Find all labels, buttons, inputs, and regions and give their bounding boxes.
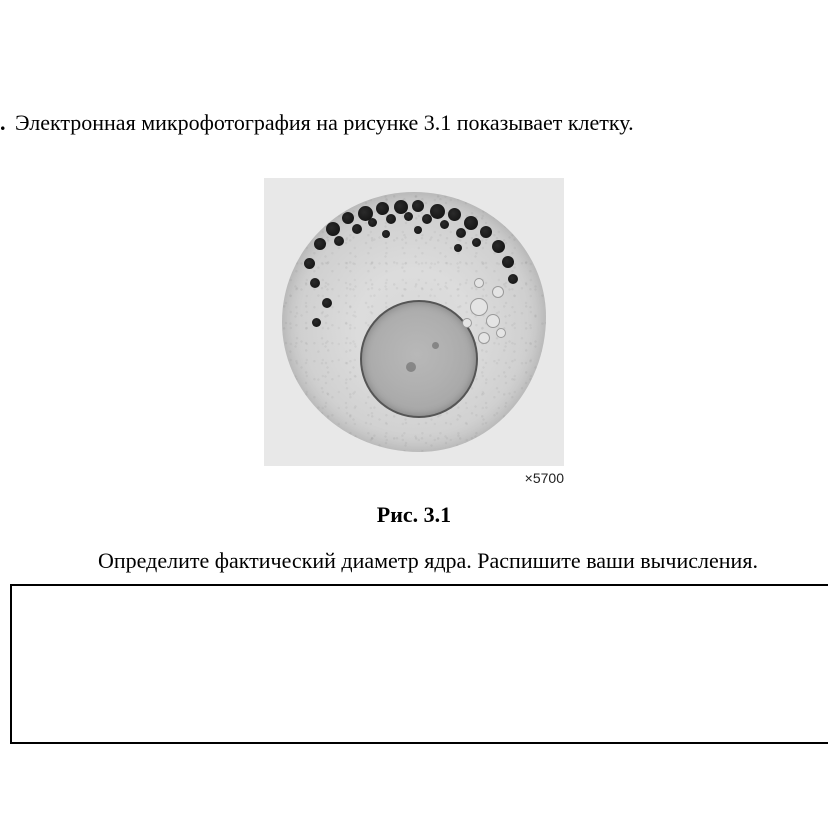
answer-box bbox=[10, 584, 828, 744]
dark-granule bbox=[422, 214, 432, 224]
dark-granule bbox=[352, 224, 362, 234]
light-vesicle bbox=[486, 314, 500, 328]
list-period: . bbox=[0, 110, 6, 135]
dark-granule bbox=[472, 238, 481, 247]
dark-granule bbox=[456, 228, 466, 238]
intro-line: . Электронная микрофотография на рисунке… bbox=[0, 110, 634, 136]
intro-text: Электронная микрофотография на рисунке 3… bbox=[15, 110, 634, 135]
dark-granule bbox=[334, 236, 344, 246]
dark-granule bbox=[382, 230, 390, 238]
light-vesicle bbox=[474, 278, 484, 288]
task-text: Определите фактический диаметр ядра. Рас… bbox=[98, 548, 758, 574]
electron-micrograph bbox=[264, 178, 564, 466]
dark-granule bbox=[376, 202, 389, 215]
dark-granule bbox=[448, 208, 461, 221]
light-vesicle bbox=[462, 318, 472, 328]
light-vesicle bbox=[496, 328, 506, 338]
dark-granule bbox=[404, 212, 413, 221]
light-vesicle bbox=[492, 286, 504, 298]
magnification-label: ×5700 bbox=[525, 470, 564, 486]
dark-granule bbox=[368, 218, 377, 227]
dark-granule bbox=[322, 298, 332, 308]
dark-granule bbox=[326, 222, 340, 236]
dark-granule bbox=[342, 212, 354, 224]
dark-granule bbox=[430, 204, 445, 219]
page: . Электронная микрофотография на рисунке… bbox=[0, 0, 828, 828]
dark-granule bbox=[480, 226, 492, 238]
figure-wrap: ×5700 bbox=[264, 178, 564, 466]
dark-granule bbox=[412, 200, 424, 212]
dark-granule bbox=[502, 256, 514, 268]
dark-granule bbox=[508, 274, 518, 284]
dark-granule bbox=[304, 258, 315, 269]
light-vesicle bbox=[478, 332, 490, 344]
dark-granule bbox=[312, 318, 321, 327]
dark-granule bbox=[310, 278, 320, 288]
dark-granule bbox=[414, 226, 422, 234]
nucleus bbox=[360, 300, 478, 418]
dark-granule bbox=[314, 238, 326, 250]
dark-granule bbox=[440, 220, 449, 229]
dark-granule bbox=[464, 216, 478, 230]
figure-caption: Рис. 3.1 bbox=[0, 502, 828, 528]
dark-granule bbox=[492, 240, 505, 253]
light-vesicle bbox=[470, 298, 488, 316]
dark-granule bbox=[386, 214, 396, 224]
dark-granule bbox=[454, 244, 462, 252]
